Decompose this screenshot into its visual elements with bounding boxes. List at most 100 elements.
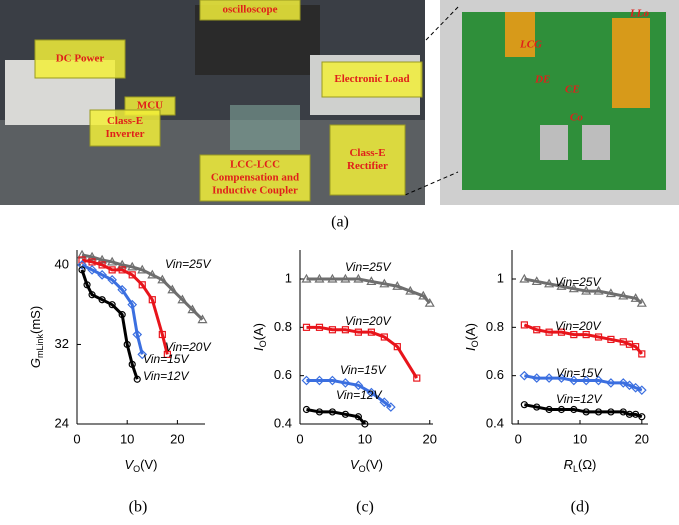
label-box <box>329 124 406 196</box>
photo-label: Electronic Load <box>334 73 409 85</box>
y-tick-label: 32 <box>55 336 69 351</box>
marker <box>315 408 324 416</box>
marker <box>533 403 541 411</box>
marker <box>341 410 350 418</box>
series-line <box>524 277 643 305</box>
marker <box>128 271 136 279</box>
series-label: Vin=15V <box>143 352 189 366</box>
photo-label: Class-E <box>349 147 385 159</box>
marker <box>353 380 364 391</box>
marker <box>107 256 118 266</box>
marker <box>354 328 362 336</box>
photo-label: Rectifier <box>347 160 388 172</box>
y-tick-label: 40 <box>55 256 69 271</box>
marker <box>327 375 338 386</box>
series-label: Vin=20V <box>165 340 211 354</box>
axis-label: IO(A) <box>251 323 268 351</box>
marker <box>301 273 312 283</box>
marker <box>314 375 325 386</box>
marker <box>78 266 86 274</box>
markers <box>519 370 647 396</box>
marker <box>328 326 337 334</box>
pad <box>540 125 568 160</box>
x-tick-label: 10 <box>573 431 587 446</box>
marker <box>366 276 377 286</box>
marker <box>413 374 421 382</box>
marker <box>127 299 138 310</box>
marker <box>568 375 579 386</box>
axis-label-base: V <box>124 457 134 472</box>
axis-label-sub: L <box>573 464 578 474</box>
markers <box>78 256 171 358</box>
markers <box>77 260 148 360</box>
x-tick-label: 10 <box>120 431 134 446</box>
y-tick-label: 1 <box>497 270 504 285</box>
label-box <box>199 154 311 202</box>
arrow <box>425 4 461 41</box>
axis-label-unit: (Ω) <box>578 457 596 472</box>
series-label: Vin=12V <box>143 369 189 383</box>
series-label: Vin=25V <box>555 275 601 289</box>
marker <box>108 266 116 274</box>
inductor <box>505 12 535 57</box>
series-label: Vin=20V <box>555 319 601 333</box>
series-line <box>523 323 643 355</box>
marker <box>187 304 198 314</box>
axis-label: VO(V) <box>350 457 383 474</box>
marker <box>570 405 578 414</box>
axis-label-base: V <box>350 457 360 472</box>
arrow <box>404 171 459 196</box>
marker <box>630 382 641 393</box>
series-label: Vin=12V <box>336 388 382 402</box>
marker <box>354 413 362 421</box>
marker <box>128 360 136 368</box>
axis-label: IO(A) <box>463 323 480 351</box>
axis-label-sub: O <box>470 340 480 347</box>
series-label: Vin=15V <box>556 366 602 380</box>
x-tick-label: 10 <box>358 431 372 446</box>
marker <box>582 330 590 339</box>
markers <box>302 405 369 428</box>
pcb-label: DE <box>534 74 550 86</box>
photo-label: Inductive Coupler <box>212 185 298 197</box>
marker <box>581 375 592 386</box>
marker <box>632 343 640 351</box>
series-line <box>306 408 366 426</box>
marker <box>520 321 528 329</box>
marker <box>301 375 312 386</box>
axis-label-sub: O <box>359 464 366 474</box>
axis-label-sub: O <box>258 340 268 347</box>
marker <box>327 273 338 283</box>
series-line <box>80 269 139 380</box>
marker <box>123 340 131 349</box>
axis-label-unit: (A) <box>251 323 266 340</box>
marker <box>118 266 126 274</box>
x-tick-label: 0 <box>73 431 80 446</box>
marker <box>78 256 86 264</box>
markers <box>301 375 396 412</box>
marker <box>638 413 646 421</box>
photo-label: Compensation and <box>211 172 299 184</box>
x-tick-label: 0 <box>515 431 522 446</box>
series-line <box>524 403 643 419</box>
marker <box>132 329 143 340</box>
marker <box>137 349 148 360</box>
axis-label-base: I <box>251 347 266 351</box>
photo-label: LCC-LCC <box>230 159 280 171</box>
y-tick-label: 24 <box>55 415 69 430</box>
marker <box>557 405 566 414</box>
series-line <box>524 374 643 392</box>
photo-label: Class-E <box>107 115 143 127</box>
marker <box>137 264 148 274</box>
x-tick-label: 20 <box>423 431 437 446</box>
marker <box>98 261 106 269</box>
marker <box>582 408 590 416</box>
marker <box>340 378 351 388</box>
marker <box>624 380 635 391</box>
y-tick-label: 0.4 <box>274 415 292 430</box>
y-tick-label: 0.6 <box>274 367 292 382</box>
marker <box>607 335 615 344</box>
coupler <box>230 105 300 150</box>
axis-label-unit: (mS) <box>28 306 43 334</box>
series-line <box>81 258 169 355</box>
